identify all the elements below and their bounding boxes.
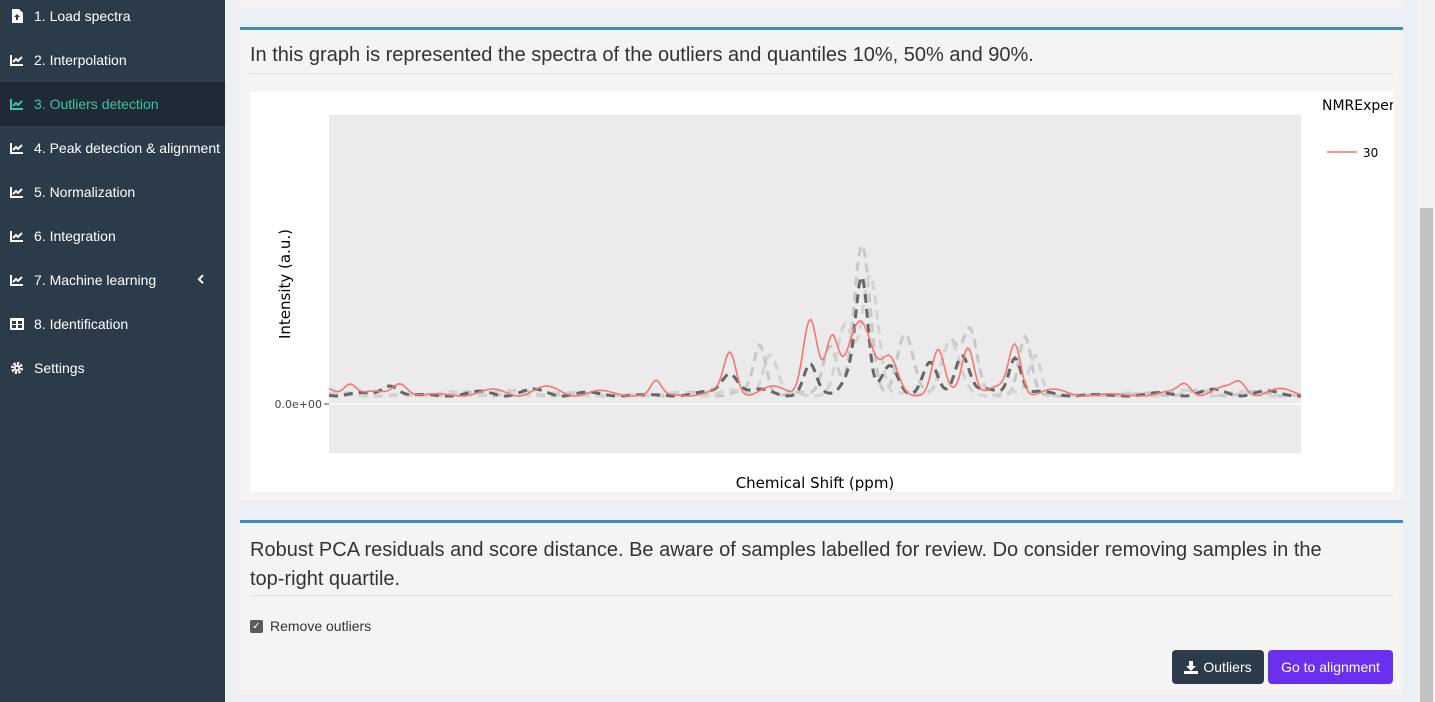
go-to-alignment-button[interactable]: Go to alignment	[1268, 650, 1393, 684]
pca-box: Robust PCA residuals and score distance.…	[240, 520, 1403, 694]
sidebar-item-label: 6. Integration	[34, 228, 116, 244]
sidebar-item-outliers-detection[interactable]: 3. Outliers detection	[0, 82, 225, 126]
sidebar-item-label: 7. Machine learning	[34, 272, 157, 288]
sidebar-item-peak-detection[interactable]: 4. Peak detection & alignment	[0, 126, 225, 170]
line-chart-icon	[10, 273, 24, 287]
main-content: In this graph is represented the spectra…	[225, 0, 1418, 702]
sidebar-item-label: 2. Interpolation	[34, 52, 127, 68]
pca-box-title-line1: Robust PCA residuals and score distance.…	[250, 539, 1322, 561]
spectra-box-title: In this graph is represented the spectra…	[250, 44, 1034, 66]
sidebar-item-interpolation[interactable]: 2. Interpolation	[0, 38, 225, 82]
sidebar-item-load-spectra[interactable]: 1. Load spectra	[0, 0, 225, 38]
remove-outliers-row[interactable]: ✓ Remove outliers	[250, 618, 371, 634]
line-chart-icon	[10, 141, 24, 155]
sidebar-item-settings[interactable]: Settings	[0, 346, 225, 390]
line-chart-icon	[10, 229, 24, 243]
line-chart-icon	[10, 53, 24, 67]
spectra-plot[interactable]: 0.0e+00 Chemical Shift (ppm) Intensity (…	[250, 91, 1393, 492]
legend-title: NMRExper	[1322, 98, 1393, 114]
page-scrollbar[interactable]	[1418, 0, 1435, 702]
line-chart-icon	[10, 97, 24, 111]
sidebar-item-normalization[interactable]: 5. Normalization	[0, 170, 225, 214]
box-divider	[250, 595, 1393, 596]
download-outliers-button[interactable]: Outliers	[1172, 650, 1264, 684]
go-to-alignment-label: Go to alignment	[1281, 659, 1380, 675]
series-line-light-dashed	[328, 244, 1302, 398]
remove-outliers-label: Remove outliers	[270, 618, 372, 634]
legend-label[interactable]: 30	[1363, 146, 1378, 160]
sidebar-item-integration[interactable]: 6. Integration	[0, 214, 225, 258]
sidebar-item-label: Settings	[34, 360, 85, 376]
sidebar-item-label: 1. Load spectra	[34, 8, 131, 24]
sidebar-item-label: 5. Normalization	[34, 184, 136, 200]
scrollbar-thumb[interactable]	[1420, 208, 1433, 702]
spectra-box: In this graph is represented the spectra…	[240, 27, 1403, 500]
table-icon	[10, 317, 24, 331]
sidebar-item-label: 4. Peak detection & alignment	[34, 140, 221, 156]
sidebar-item-label: 3. Outliers detection	[34, 96, 159, 112]
sidebar-item-machine-learning[interactable]: 7. Machine learning	[0, 258, 225, 302]
download-icon	[1184, 660, 1199, 674]
y-tick-label: 0.0e+00	[275, 398, 322, 411]
sidebar-item-identification[interactable]: 8. Identification	[0, 302, 225, 346]
pca-box-title-line2: top-right quartile.	[250, 568, 401, 590]
chevron-left-icon[interactable]	[197, 271, 205, 287]
series-line-30	[328, 318, 1302, 397]
gear-icon	[10, 361, 24, 375]
y-axis-label: Intensity (a.u.)	[276, 229, 294, 339]
remove-outliers-checkbox[interactable]: ✓	[250, 619, 263, 633]
download-outliers-label: Outliers	[1203, 659, 1252, 675]
previous-panel	[240, 0, 1403, 7]
box-divider	[250, 73, 1393, 74]
plot-panel	[329, 115, 1301, 453]
series-line-light-dashed	[328, 274, 1302, 398]
line-chart-icon	[10, 185, 24, 199]
sidebar: 1. Load spectra 2. Interpolation 3. Outl…	[0, 0, 225, 702]
sidebar-item-label: 8. Identification	[34, 316, 129, 332]
file-upload-icon	[10, 9, 24, 23]
x-axis-label: Chemical Shift (ppm)	[736, 474, 895, 492]
spectra-chart[interactable]: 0.0e+00 Chemical Shift (ppm) Intensity (…	[250, 91, 1393, 492]
